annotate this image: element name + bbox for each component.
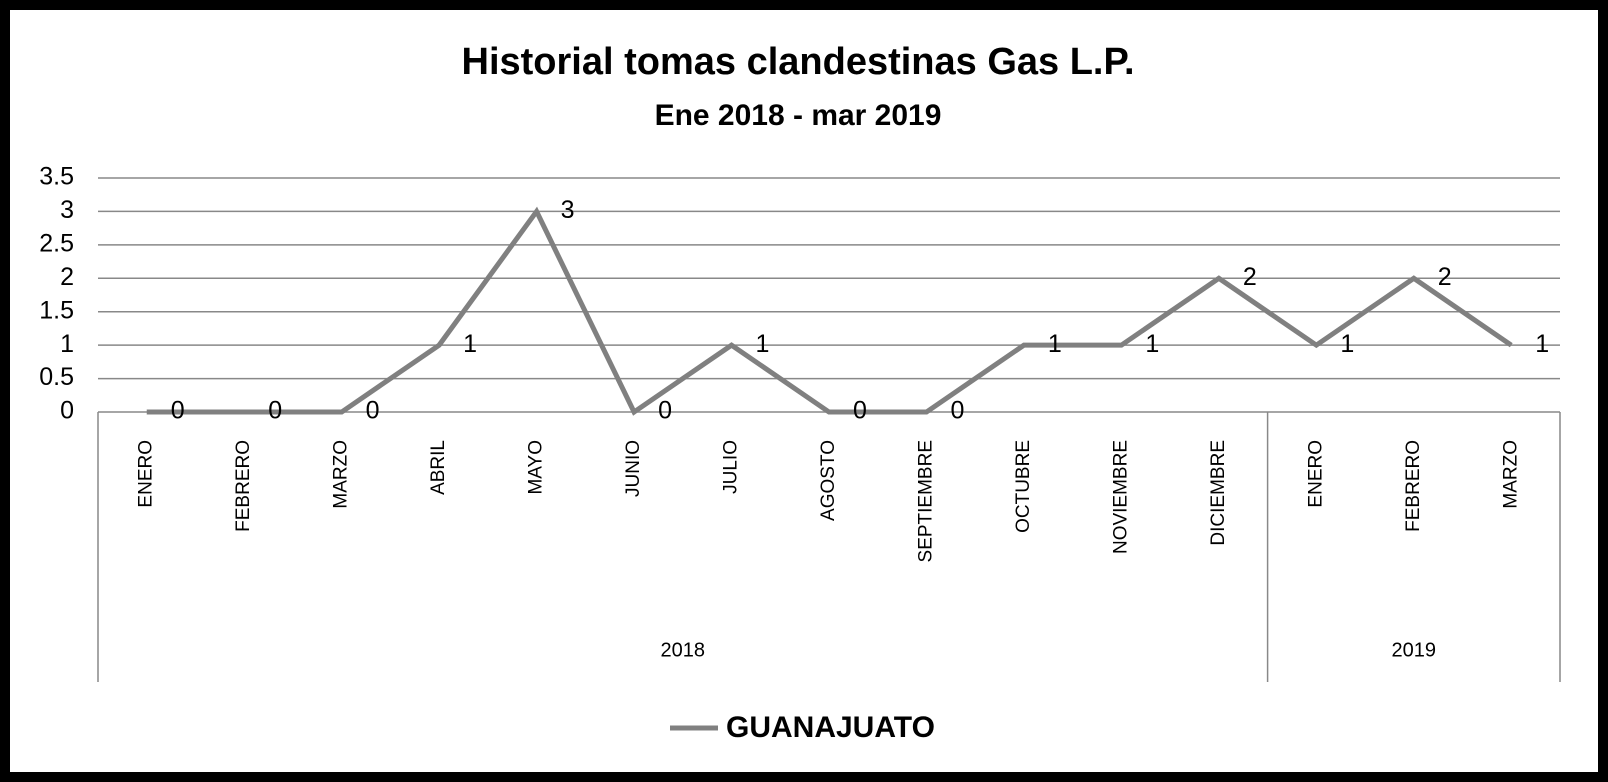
data-label: 0 — [171, 397, 185, 425]
x-tick-label: JUNIO — [623, 440, 644, 497]
data-label: 1 — [1048, 330, 1062, 358]
y-tick-label: 1 — [60, 330, 74, 358]
x-tick-label: SEPTIEMBRE — [915, 440, 936, 562]
y-tick-label: 1.5 — [39, 296, 74, 324]
y-tick-label: 0.5 — [39, 363, 74, 391]
data-label: 1 — [1535, 330, 1549, 358]
data-label: 1 — [1340, 330, 1354, 358]
y-tick-label: 3 — [60, 196, 74, 224]
x-tick-label: ENERO — [136, 440, 157, 508]
x-tick-label: DICIEMBRE — [1208, 440, 1229, 546]
data-label: 0 — [366, 397, 380, 425]
x-tick-label: MAYO — [526, 440, 547, 495]
chart-title: Historial tomas clandestinas Gas L.P. — [462, 41, 1135, 83]
data-label: 2 — [1243, 263, 1257, 291]
data-label: 3 — [561, 196, 575, 224]
y-tick-label: 2 — [60, 263, 74, 291]
x-tick-label: NOVIEMBRE — [1110, 440, 1131, 554]
x-group-label: 2018 — [661, 639, 706, 661]
x-tick-label: ENERO — [1305, 440, 1326, 508]
x-tick-label: MARZO — [331, 440, 352, 509]
data-label: 0 — [853, 397, 867, 425]
chart-subtitle: Ene 2018 - mar 2019 — [655, 99, 942, 132]
legend-label: GUANAJUATO — [726, 711, 935, 744]
y-tick-label: 3.5 — [39, 163, 74, 191]
data-label: 0 — [950, 397, 964, 425]
y-tick-label: 0 — [60, 397, 74, 425]
x-tick-label: AGOSTO — [818, 440, 839, 521]
data-label: 0 — [268, 397, 282, 425]
data-label: 1 — [1145, 330, 1159, 358]
x-group-label: 2019 — [1392, 639, 1437, 661]
data-label: 1 — [756, 330, 770, 358]
data-label: 0 — [658, 397, 672, 425]
data-label: 2 — [1438, 263, 1452, 291]
x-tick-label: OCTUBRE — [1013, 440, 1034, 533]
x-tick-label: FEBRERO — [1403, 440, 1424, 532]
x-tick-label: ABRIL — [428, 440, 449, 495]
data-label: 1 — [463, 330, 477, 358]
x-tick-label: FEBRERO — [233, 440, 254, 532]
data-line — [146, 206, 1513, 416]
x-tick-label: MARZO — [1500, 440, 1521, 509]
y-tick-label: 2.5 — [39, 229, 74, 257]
x-tick-label: JULIO — [721, 440, 742, 494]
